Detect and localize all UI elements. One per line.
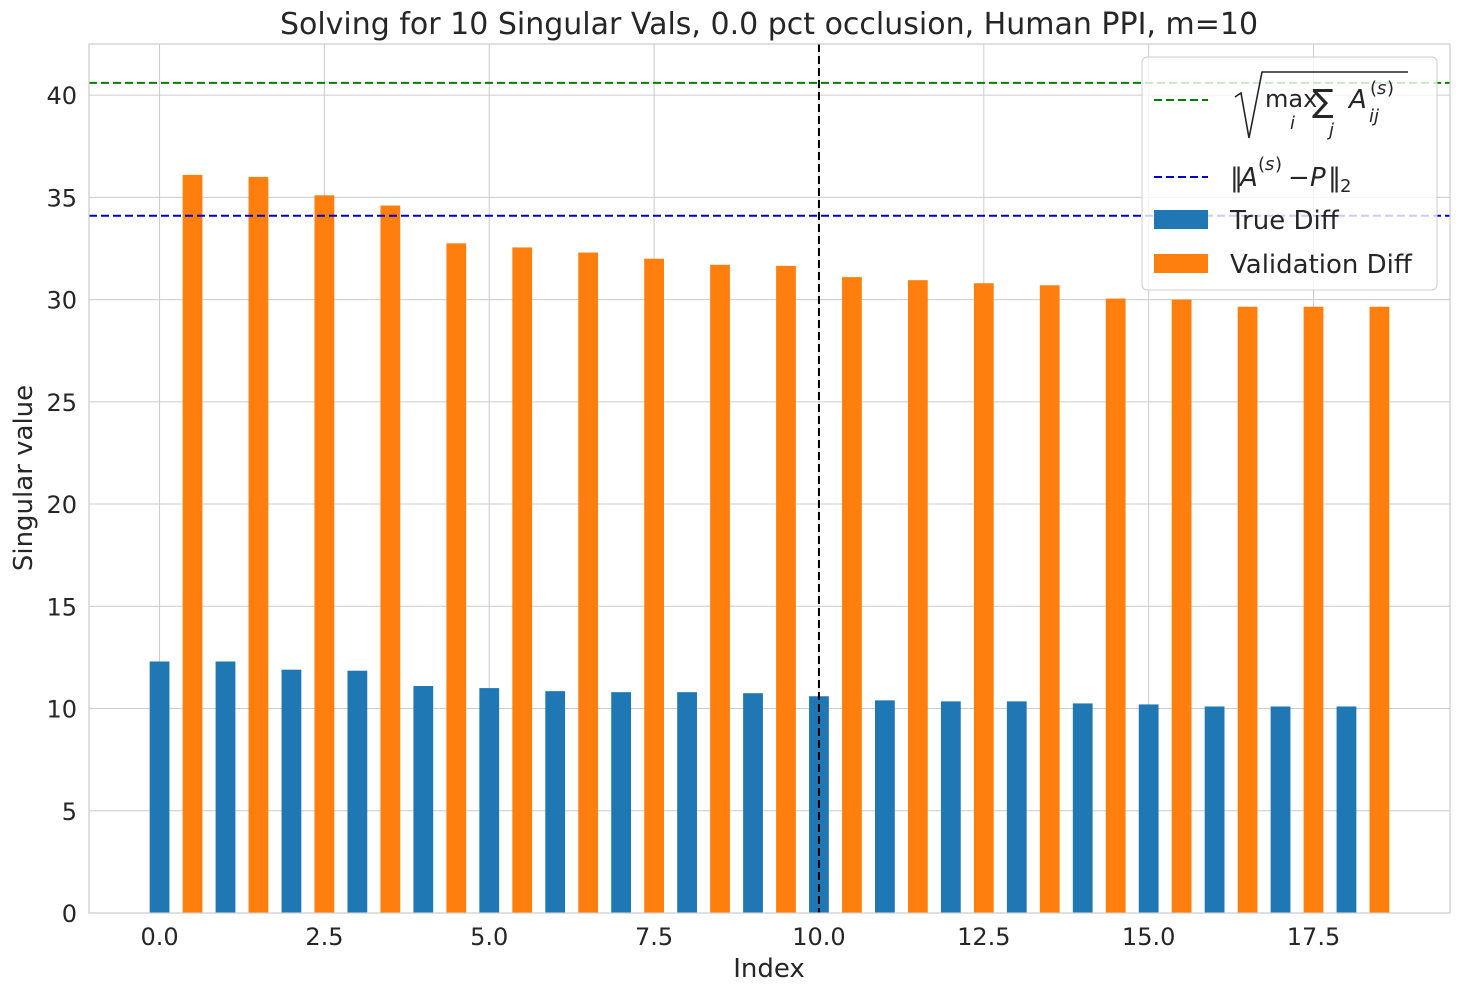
y-tick-label: 40 xyxy=(46,82,77,110)
x-tick-label: 15.0 xyxy=(1122,923,1175,951)
bar-validation-diff xyxy=(842,277,862,914)
bar-true-diff xyxy=(1138,704,1159,913)
y-axis-title: Singular value xyxy=(9,385,39,571)
svg-text:): ) xyxy=(1275,154,1282,175)
bar-true-diff xyxy=(479,688,500,913)
svg-text:s: s xyxy=(1377,78,1386,99)
bar-validation-diff xyxy=(776,265,796,913)
bar-true-diff xyxy=(413,686,434,913)
svg-text:‖: ‖ xyxy=(1230,163,1243,193)
svg-text:∑: ∑ xyxy=(1312,82,1334,120)
bar-true-diff xyxy=(875,700,895,913)
tick-layer: 0.0 2.5 5.0 7.5 10.0 12.5 15.0 17.5 0 5 10 15 20 25 30… xyxy=(46,82,1340,951)
y-tick-label: 30 xyxy=(46,287,77,315)
y-tick-label: 10 xyxy=(46,696,77,724)
bar-true-diff xyxy=(545,691,566,913)
bar-true-diff xyxy=(743,693,763,913)
bar-validation-diff xyxy=(710,264,730,913)
y-tick-label: 5 xyxy=(62,798,77,826)
legend-label-sqrt-max-row-sum: max i ∑ j A ij ( s ) xyxy=(1234,71,1408,141)
bar-true-diff xyxy=(149,661,170,913)
bar-validation-diff xyxy=(1039,285,1060,914)
x-axis-title: Index xyxy=(733,954,805,984)
bar-validation-diff xyxy=(248,176,269,913)
svg-text:s: s xyxy=(1265,154,1274,175)
bar-validation-diff xyxy=(1171,299,1192,913)
bar-true-diff xyxy=(1072,703,1093,913)
svg-text:(: ( xyxy=(1258,154,1265,175)
bar-validation-diff xyxy=(314,195,335,914)
legend-swatch-validation-diff xyxy=(1154,254,1208,273)
svg-text:A: A xyxy=(1347,85,1367,115)
bar-true-diff xyxy=(281,669,302,913)
bar-validation-diff xyxy=(1105,298,1126,913)
bar-validation-diff xyxy=(182,174,203,913)
bar-true-diff xyxy=(1336,706,1357,913)
y-tick-label: 25 xyxy=(46,389,77,417)
x-tick-label: 17.5 xyxy=(1287,923,1340,951)
y-tick-label: 15 xyxy=(46,593,77,621)
legend-frame xyxy=(1141,56,1438,291)
bar-validation-diff xyxy=(1237,306,1258,913)
bar-true-diff xyxy=(1270,706,1291,913)
x-tick-label: 0.0 xyxy=(140,923,178,951)
bar-validation-diff xyxy=(446,243,467,913)
bar-validation-diff xyxy=(973,283,994,913)
svg-text:max: max xyxy=(1265,85,1317,113)
bar-validation-diff xyxy=(644,258,664,914)
bar-true-diff xyxy=(611,692,632,913)
x-tick-label: 10.0 xyxy=(792,923,845,951)
legend-swatch-true-diff xyxy=(1154,210,1208,229)
bar-validation-diff xyxy=(1369,306,1390,913)
bar-validation-diff xyxy=(907,280,928,913)
svg-text:i: i xyxy=(1290,113,1295,134)
bar-validation-diff xyxy=(578,252,599,913)
bar-true-diff xyxy=(677,692,697,913)
legend-label-true-diff: True Diff xyxy=(1229,206,1340,236)
svg-text:−: − xyxy=(1288,163,1310,193)
x-tick-label: 7.5 xyxy=(635,923,673,951)
bar-true-diff xyxy=(1006,701,1027,913)
legend-label-validation-diff: Validation Diff xyxy=(1230,250,1413,280)
svg-text:P: P xyxy=(1310,163,1326,193)
x-tick-label: 5.0 xyxy=(470,923,508,951)
bar-true-diff xyxy=(347,670,368,913)
bar-layer xyxy=(149,174,1390,914)
radical-sign xyxy=(1234,71,1408,139)
plot-frame xyxy=(88,43,1451,914)
x-tick-label: 2.5 xyxy=(305,923,343,951)
y-tick-label: 20 xyxy=(46,491,77,519)
svg-text:‖: ‖ xyxy=(1328,163,1341,193)
bar-validation-diff xyxy=(512,247,533,913)
chart-title: Solving for 10 Singular Vals, 0.0 pct oc… xyxy=(280,7,1258,42)
svg-text:j: j xyxy=(1326,120,1334,141)
bar-true-diff xyxy=(1204,706,1225,913)
legend: max i ∑ j A ij ( s ) ‖ A ( s ) − P ‖ 2 xyxy=(1141,56,1438,291)
svg-text:ij: ij xyxy=(1369,106,1379,127)
y-tick-label: 0 xyxy=(62,900,77,928)
bar-true-diff xyxy=(215,661,236,913)
bar-true-diff xyxy=(940,701,961,913)
svg-text:): ) xyxy=(1387,78,1394,99)
y-tick-label: 35 xyxy=(46,184,77,212)
svg-text:2: 2 xyxy=(1340,176,1351,197)
svg-text:A: A xyxy=(1238,163,1258,193)
bar-validation-diff xyxy=(1303,306,1324,913)
legend-label-spectral-norm-diff: ‖ A ( s ) − P ‖ 2 xyxy=(1230,154,1351,197)
x-tick-label: 12.5 xyxy=(957,923,1010,951)
svg-text:(: ( xyxy=(1370,78,1377,99)
bar-validation-diff xyxy=(380,205,401,914)
